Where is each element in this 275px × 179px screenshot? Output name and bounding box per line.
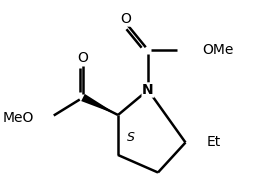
Text: O: O xyxy=(78,50,89,64)
Text: N: N xyxy=(142,83,154,97)
Text: MeO: MeO xyxy=(3,110,34,125)
Text: Et: Et xyxy=(207,136,221,149)
Polygon shape xyxy=(81,94,118,115)
Text: S: S xyxy=(126,131,134,144)
Text: OMe: OMe xyxy=(202,43,233,57)
Text: O: O xyxy=(120,12,131,26)
